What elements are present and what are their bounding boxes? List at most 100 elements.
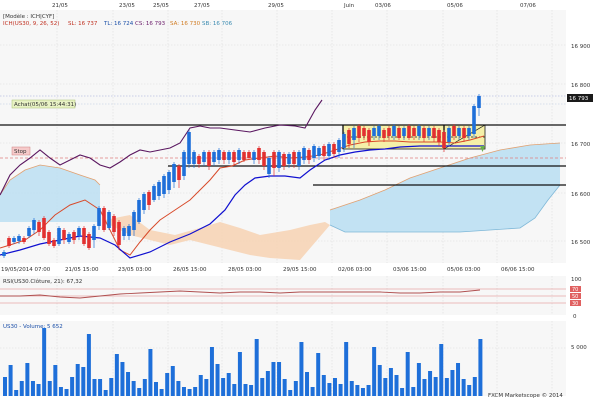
candle-body <box>197 156 201 164</box>
kumo-bull-area <box>0 165 100 222</box>
candle-body <box>372 128 376 136</box>
top-date-label: 05/06 <box>447 3 463 9</box>
volume-bar <box>176 381 181 396</box>
volume-bar <box>98 379 103 396</box>
candle-body <box>112 216 116 232</box>
volume-bar <box>58 387 63 396</box>
candle-body <box>27 228 31 236</box>
volume-bar <box>170 366 175 396</box>
candle-body <box>212 152 216 162</box>
volume-bar <box>366 385 371 396</box>
volume-bar <box>249 385 254 396</box>
stop-badge[interactable]: Stop <box>11 146 31 156</box>
candle-body <box>157 182 161 196</box>
achat-badge[interactable]: Achat(05/06 15:44:31) <box>11 99 76 109</box>
volume-bar <box>70 377 75 396</box>
volume-bar <box>450 370 455 396</box>
candle-body <box>232 152 236 162</box>
volume-bar <box>310 387 315 396</box>
candle-body <box>42 218 46 238</box>
price-axis: 16 900 16 800 16 700 16 600 16 500 <box>571 44 591 246</box>
candle-body <box>307 150 311 160</box>
volume-bar <box>131 381 136 396</box>
volume-bar <box>92 379 97 396</box>
volume-bar <box>53 365 58 396</box>
price-tick-label: 16 600 <box>571 192 591 198</box>
candle-body <box>82 228 86 244</box>
candle-body <box>127 226 131 236</box>
candle-body <box>327 144 331 156</box>
candle-body <box>442 132 446 148</box>
volume-bar <box>277 362 282 396</box>
volume-bar <box>377 365 382 396</box>
volume-bar <box>232 384 237 396</box>
candle-body <box>287 154 291 164</box>
candle-body <box>207 152 211 166</box>
tenkan-line <box>0 135 485 256</box>
candle-body <box>332 144 336 154</box>
candle-body <box>172 164 176 182</box>
volume-bar <box>461 379 466 396</box>
candle-body <box>317 148 321 156</box>
candle-body <box>67 234 71 242</box>
candle-body <box>12 238 16 242</box>
rsi-indicator <box>0 288 566 304</box>
top-date-label: 25/05 <box>153 3 169 9</box>
candle-body <box>57 228 61 244</box>
candle-body <box>62 230 66 240</box>
cs-value: CS: 16 793 <box>135 21 166 27</box>
volume-bar <box>355 385 360 396</box>
candle-body <box>467 128 471 136</box>
candle-body <box>32 220 36 230</box>
candle-body <box>192 152 196 164</box>
price-tick-label: 16 900 <box>571 44 591 50</box>
candle-body <box>177 166 181 180</box>
kumo-bull-area <box>330 143 560 232</box>
volume-bar <box>444 378 449 396</box>
volume-bar <box>299 342 304 396</box>
volume-bar <box>433 377 438 396</box>
bottom-date-label: 29/05 15:00 <box>283 267 317 273</box>
candle-body <box>452 126 456 136</box>
volume-bar <box>332 378 337 396</box>
volume-bar <box>42 328 47 396</box>
candle-body <box>422 128 426 138</box>
volume-bar <box>338 384 343 396</box>
volume-bar <box>282 379 287 396</box>
candle-body <box>407 126 411 138</box>
candle-body <box>357 126 361 138</box>
candle-body <box>117 222 121 245</box>
candle-body <box>37 222 41 232</box>
rsi-label: RSI(US30.Clôture, 21): 67,32 <box>3 278 82 285</box>
candle-body <box>237 150 241 160</box>
ichimoku-lines <box>0 99 485 259</box>
volume-bar <box>344 342 349 396</box>
candle-body <box>392 126 396 136</box>
volume-bar <box>120 362 125 396</box>
rsi-pane[interactable] <box>0 276 566 315</box>
candle-body <box>17 236 21 241</box>
bottom-date-label: 26/05 15:00 <box>173 267 207 273</box>
candle-body <box>72 232 76 240</box>
volume-bar <box>349 381 354 396</box>
volume-bar <box>472 377 477 396</box>
chikou-line <box>0 99 323 196</box>
sb-value: SB: 16 706 <box>202 21 233 27</box>
volume-bar <box>360 388 365 396</box>
candle-body <box>142 194 146 210</box>
volume-bar <box>8 365 13 396</box>
volume-bar <box>243 384 248 396</box>
candle-body <box>257 148 261 160</box>
top-date-label: 21/05 <box>52 3 68 9</box>
candle-body <box>137 200 141 222</box>
volume-bar <box>81 367 86 396</box>
volume-bar <box>30 381 35 396</box>
volume-bar <box>193 387 198 396</box>
tl-value: TL: 16 724 <box>103 21 134 27</box>
candle-body <box>162 176 166 194</box>
price-tick-label: 16 500 <box>571 240 591 246</box>
candle-body <box>377 126 381 136</box>
candle-body <box>402 128 406 136</box>
candle-body <box>412 128 416 136</box>
